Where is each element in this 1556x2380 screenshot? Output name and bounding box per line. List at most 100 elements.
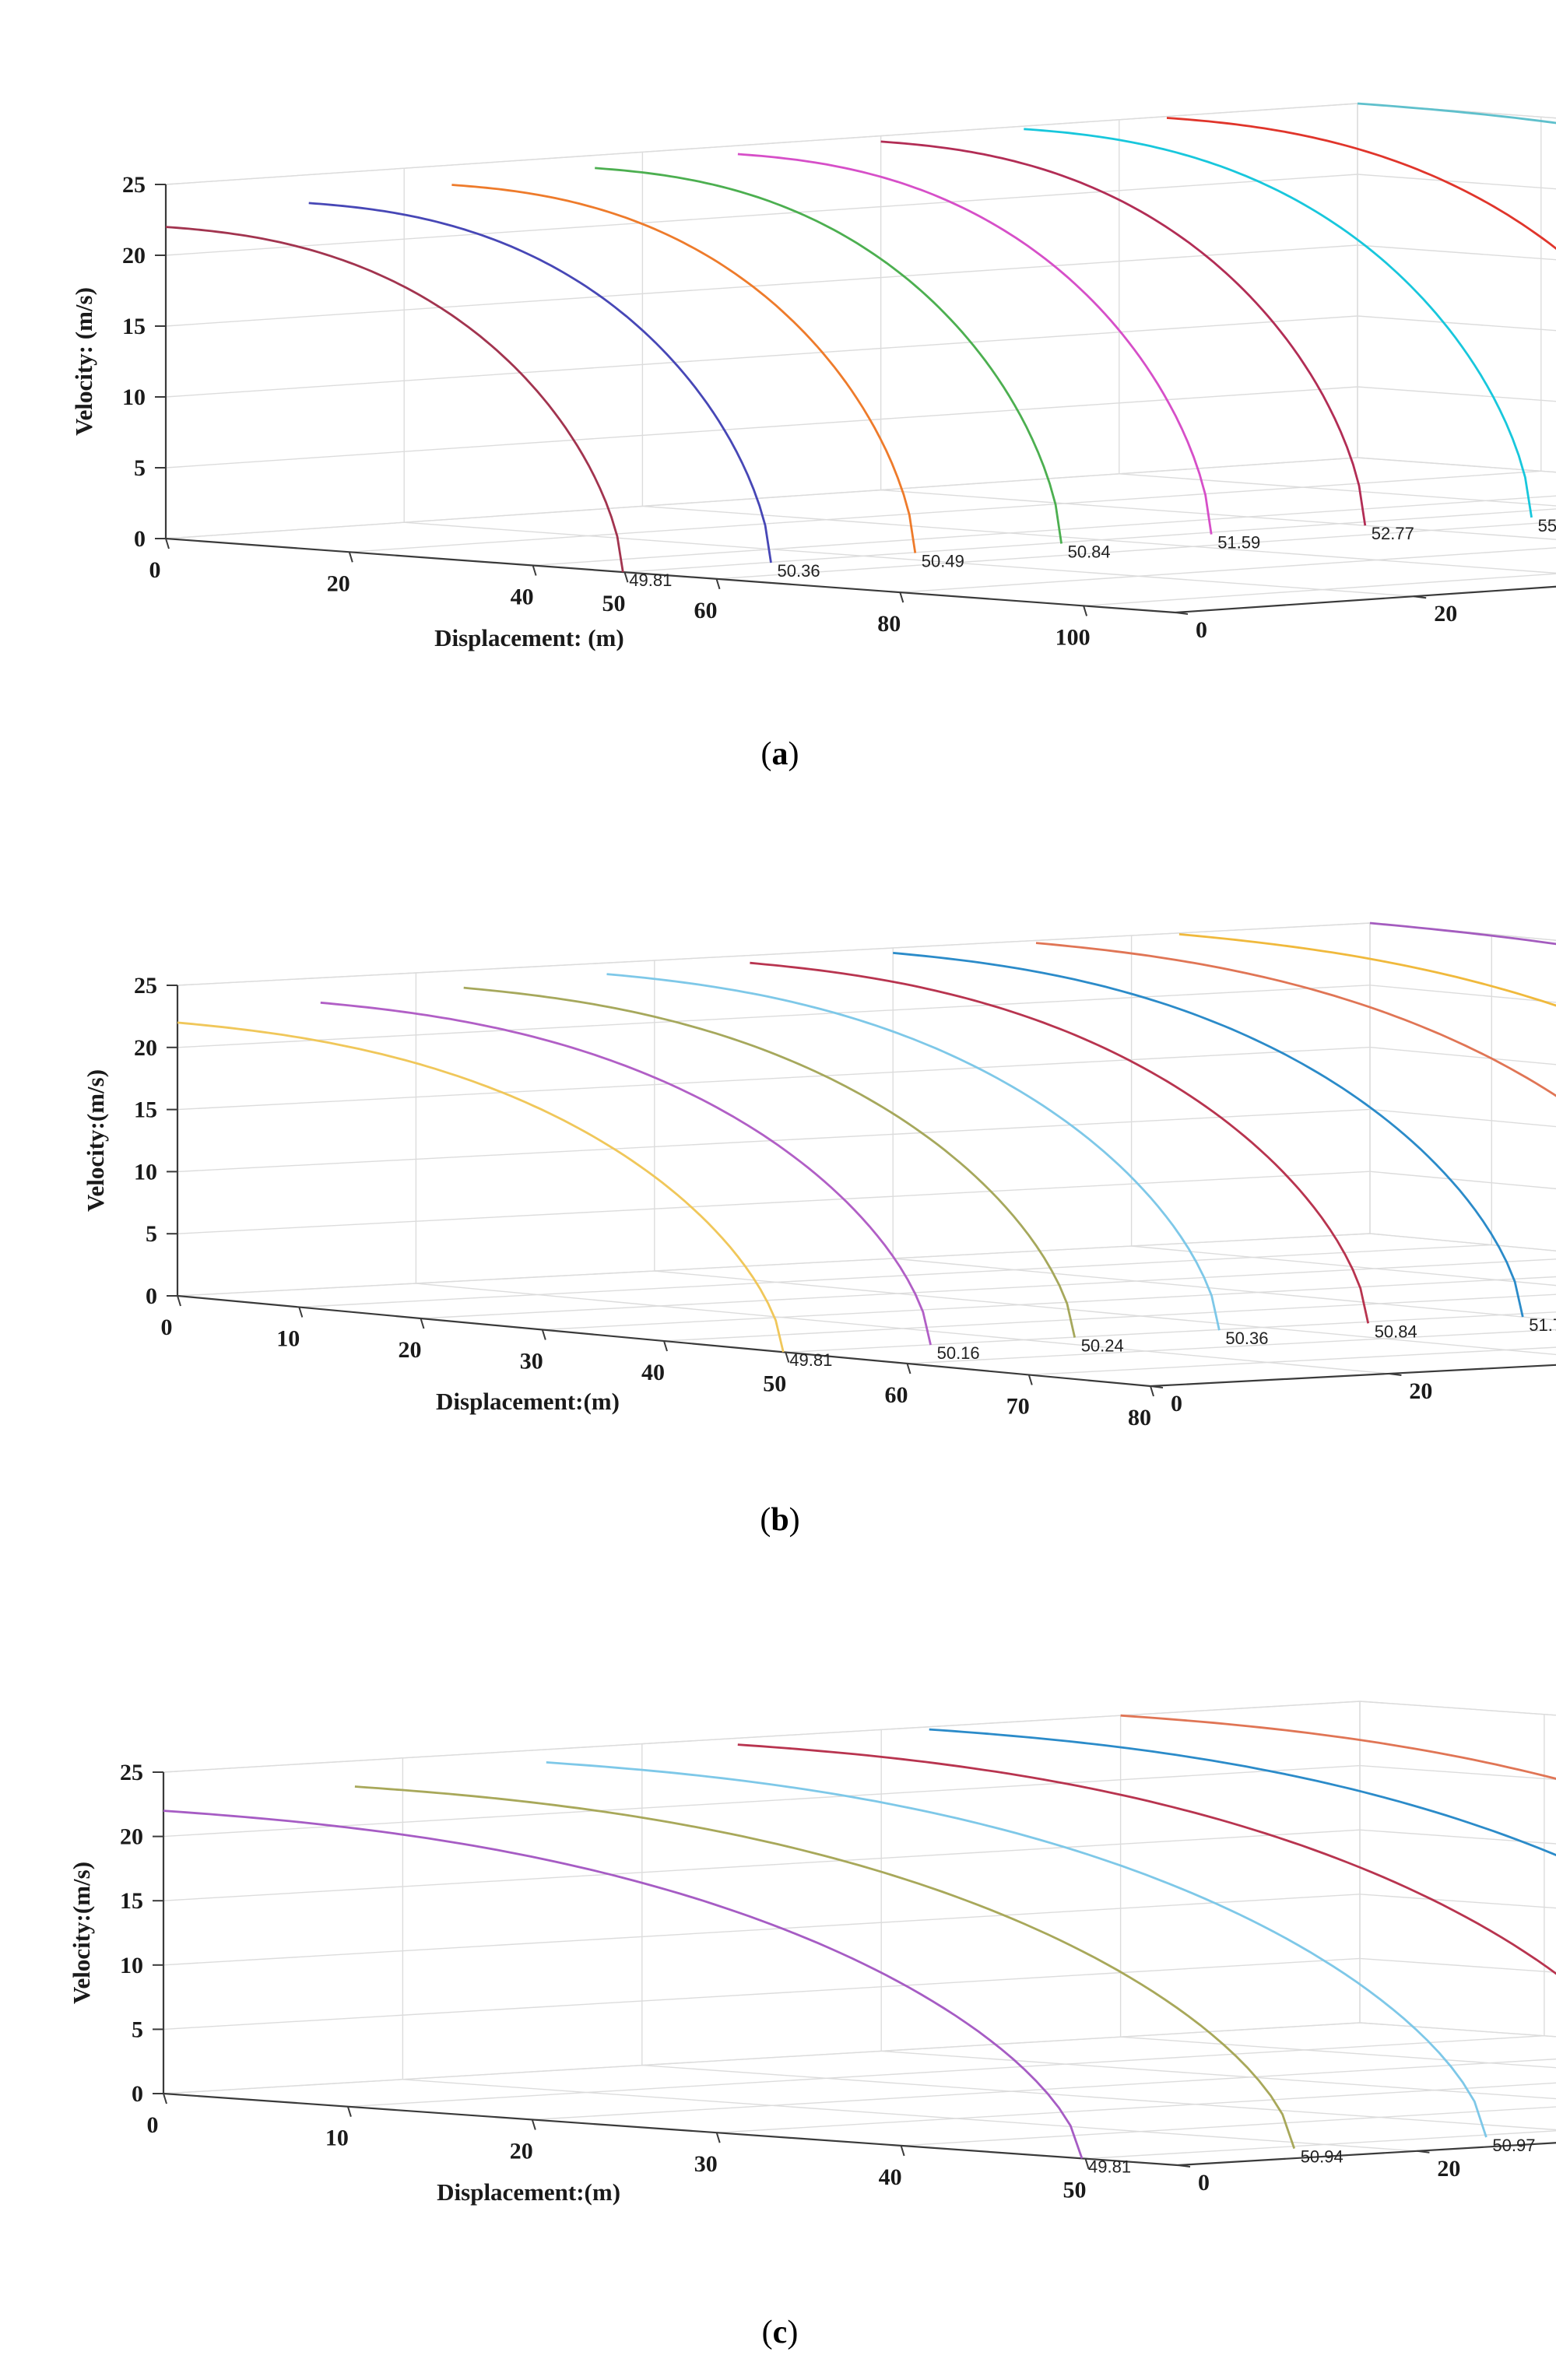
side-wall-gridline-y: [165, 457, 1358, 539]
y-tick-label: 0: [146, 1283, 157, 1309]
y-axis-label: Velocity: (m/s): [70, 287, 97, 436]
series-curve: [880, 140, 1367, 526]
end-displacement-label: 50.36: [1225, 1329, 1268, 1348]
end-displacement-label: 49.81: [789, 1350, 832, 1370]
floor-gridline-x: [716, 2082, 1556, 2133]
floor-gridline-x: [420, 1258, 1556, 1319]
floor-gridline-x: [907, 1329, 1556, 1364]
floor-gridline-z: [1119, 473, 1556, 507]
y-tick-label: 15: [120, 1888, 143, 1914]
y-tick-label: 20: [134, 1035, 157, 1061]
series-curve: [737, 1743, 1556, 1975]
series-curve: [737, 153, 1213, 535]
z-tick-mark: [1417, 2150, 1430, 2154]
x-tick-label: 0: [161, 1315, 173, 1340]
floor-gridline-z: [880, 489, 1556, 540]
caption-a: (a): [761, 736, 799, 772]
back-wall-gridline-y: [1359, 1701, 1556, 1716]
y-tick-label: 5: [132, 2017, 143, 2042]
floor-gridline-z: [642, 505, 1556, 574]
box-edge: [1369, 922, 1556, 941]
y-tick-label: 20: [120, 1824, 143, 1850]
end-displacement-label: 51.59: [1217, 533, 1260, 553]
side-wall-gridline-y: [163, 1894, 1361, 1966]
x-tick-mark: [715, 2132, 721, 2143]
x-tick-mark: [623, 571, 629, 583]
side-wall-gridline-y: [165, 244, 1358, 327]
x-tick-label: 10: [276, 1326, 300, 1352]
x-tick-mark: [1150, 1385, 1154, 1397]
z-tick-label: 0: [1196, 617, 1207, 643]
z-tick-mark: [1389, 1373, 1402, 1376]
floor-gridline-z: [1131, 1245, 1556, 1287]
y-tick-label: 25: [122, 172, 146, 198]
side-wall-gridline-y: [177, 1046, 1371, 1111]
end-displacement-label: 50.97: [1492, 2136, 1535, 2155]
back-wall-gridline-y: [1359, 1894, 1556, 1909]
back-wall-gridline-y: [1359, 1829, 1556, 1845]
x-axis-label: Displacement:(m): [437, 2178, 620, 2206]
y-tick-label: 0: [134, 526, 146, 552]
box-edge: [1359, 1701, 1556, 1716]
back-wall-gridline-y: [1369, 1233, 1556, 1251]
caption-c: (c): [762, 2315, 799, 2350]
y-tick-label: 10: [120, 1953, 143, 1978]
series-curve: [546, 1761, 1488, 2138]
back-wall-gridline-y: [1359, 2022, 1556, 2038]
series-curve: [1024, 128, 1533, 518]
x-tick-label: 50: [602, 591, 626, 616]
z-tick-label: 20: [1434, 601, 1457, 627]
y-tick-label: 10: [134, 1159, 157, 1185]
series-curve: [929, 1728, 1556, 1857]
x-tick-label: 20: [399, 1337, 422, 1363]
series-curve: [1369, 921, 1556, 946]
floor-gridline-z: [404, 521, 1414, 597]
floor-gridline-x: [624, 508, 1556, 573]
box-edge: [165, 103, 1358, 185]
floor-gridline-x: [542, 1276, 1556, 1331]
x-tick-mark: [531, 2119, 536, 2130]
z-tick-mark: [1414, 595, 1427, 599]
floor-gridline-z: [654, 1270, 1556, 1356]
x-tick-label: 50: [1063, 2178, 1087, 2203]
x-axis-line: [163, 2092, 1178, 2167]
z-axis-line: [1150, 1364, 1556, 1388]
floor-gridline-z: [1120, 2036, 1556, 2069]
floor-gridline-x: [532, 495, 1556, 567]
back-wall-gridline-y: [1357, 174, 1556, 190]
x-tick-label: 100: [1055, 624, 1091, 650]
series-curve: [354, 1785, 1296, 2150]
floor-gridline-x: [347, 2035, 1544, 2108]
z-tick-mark: [1175, 612, 1189, 615]
floor-gridline-x: [663, 1294, 1556, 1342]
x-axis-line: [165, 537, 1176, 614]
side-wall-gridline-y: [177, 1233, 1371, 1297]
back-wall-gridline-y: [1359, 1957, 1556, 1973]
back-wall-gridline-y: [1357, 386, 1556, 402]
floor-gridline-z: [641, 2064, 1556, 2131]
panel-b-chart: 010203040506070800510152025020406080100D…: [82, 921, 1556, 1430]
x-tick-label: 0: [149, 557, 161, 583]
floor-gridline-x: [900, 547, 1556, 593]
x-tick-label: 40: [641, 1360, 665, 1385]
x-tick-label: 0: [147, 2112, 159, 2138]
x-axis-label: Displacement:(m): [436, 1388, 620, 1415]
series-curve: [606, 973, 1221, 1331]
z-axis-line: [1177, 2142, 1556, 2167]
back-wall-gridline-y: [1369, 1171, 1556, 1190]
side-wall-gridline-y: [163, 1829, 1361, 1901]
end-displacement-label: 49.81: [629, 570, 672, 590]
x-tick-label: 70: [1006, 1394, 1030, 1420]
z-tick-mark: [1150, 1385, 1164, 1388]
back-wall-gridline-y: [1357, 244, 1556, 261]
side-wall-gridline-y: [177, 1108, 1371, 1173]
x-tick-mark: [1083, 606, 1088, 616]
y-axis-label: Velocity:(m/s): [82, 1069, 109, 1212]
series-curve: [1035, 942, 1556, 1097]
x-tick-label: 20: [327, 570, 350, 596]
series-curve: [177, 1021, 785, 1353]
z-tick-label: 20: [1409, 1378, 1432, 1404]
x-tick-label: 40: [879, 2164, 902, 2190]
back-wall-gridline-y: [1369, 985, 1556, 1003]
